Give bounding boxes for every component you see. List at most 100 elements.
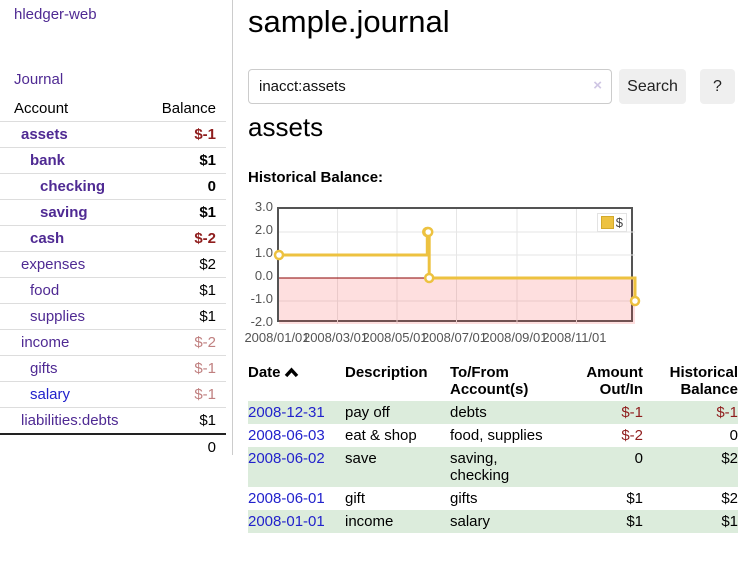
account-table-header-row: Account Balance	[0, 96, 226, 122]
sort-ascending-icon	[284, 365, 299, 382]
search-input[interactable]	[248, 69, 612, 104]
balance-column-header: Balance	[161, 100, 216, 117]
transaction-date-link[interactable]: 2008-06-01	[248, 490, 325, 507]
account-balance: $1	[199, 412, 216, 429]
transaction-description: eat & shop	[345, 427, 417, 444]
tofrom-header-line1: To/From	[450, 364, 509, 381]
transaction-amount: $-2	[621, 427, 643, 444]
chart-plot: $	[273, 207, 641, 324]
account-balance: $-2	[194, 230, 216, 247]
account-row-checking: checking 0	[0, 173, 226, 200]
transaction-amount: $-1	[568, 401, 643, 424]
sidebar: hledger-web Journal Account Balance asse…	[0, 0, 233, 456]
transaction-description: gift	[345, 490, 366, 507]
accounts-total-balance: 0	[207, 439, 216, 456]
account-balance: $1	[199, 152, 216, 169]
account-link-cash[interactable]: cash	[30, 230, 65, 247]
transaction-accounts: gifts	[450, 490, 478, 507]
x-axis-tick-label: 2008/01/01	[244, 330, 310, 345]
page-title: sample.journal	[248, 4, 450, 39]
register-row: 2008-01-01 income salary $1 $1	[248, 510, 738, 533]
register-row: 2008-06-01 gift gifts $1 $2	[248, 487, 738, 510]
hist-header-line1: Historical	[669, 364, 738, 381]
hist-header-line2: Balance	[680, 381, 738, 398]
chart-title: Historical Balance:	[248, 169, 384, 186]
account-row-salary: salary $-1	[0, 381, 226, 408]
balance-chart: $ 3.0 2.0 1.0 0.0 -1.0 -2.0 2008/01/01 2008/03/…	[244, 199, 742, 348]
account-row-food: food $1	[0, 277, 226, 304]
account-row-bank: bank $1	[0, 147, 226, 174]
account-link-saving[interactable]: saving	[40, 204, 88, 221]
account-row-assets: assets $-1	[0, 121, 226, 148]
account-balance: $-1	[194, 360, 216, 377]
transaction-date-link[interactable]: 2008-12-31	[248, 404, 325, 421]
y-axis-tick-label: -2.0	[250, 314, 273, 329]
transaction-description: save	[345, 447, 450, 487]
account-link-food[interactable]: food	[30, 282, 60, 299]
account-balance: $1	[199, 204, 216, 221]
description-header: Description	[345, 364, 428, 381]
account-link-salary[interactable]: salary	[30, 386, 71, 403]
transaction-balance: 0	[729, 427, 738, 444]
x-axis-tick-label: 2008/11/01	[542, 330, 607, 345]
account-balance: $-2	[194, 334, 216, 351]
clear-search-icon[interactable]: ×	[593, 77, 602, 94]
help-button[interactable]: ?	[700, 69, 735, 104]
search-input-wrap: ×	[248, 69, 612, 104]
amount-header-line1: Amount	[586, 364, 643, 381]
account-link-income[interactable]: income	[21, 334, 70, 351]
transaction-balance: $2	[721, 490, 738, 507]
transaction-date-link[interactable]: 2008-06-02	[248, 450, 325, 467]
chart-legend: $	[596, 213, 627, 232]
transaction-date-link[interactable]: 2008-06-03	[248, 427, 325, 444]
account-column-header: Account	[14, 100, 69, 117]
account-balance: 0	[207, 178, 216, 195]
transaction-amount: $1	[568, 510, 643, 533]
register-header-row: Date Description To/From Account(s) Amou…	[248, 361, 738, 401]
register-row: 2008-06-03 eat & shop food, supplies $-2…	[248, 424, 738, 447]
date-sort-header[interactable]: Date	[248, 361, 345, 401]
y-axis-tick-label: 3.0	[254, 199, 273, 214]
app-brand-link[interactable]: hledger-web	[14, 6, 97, 23]
current-account-heading: assets	[248, 112, 324, 142]
account-link-expenses[interactable]: expenses	[21, 256, 86, 273]
account-balance: $1	[199, 308, 216, 325]
x-axis-tick-label: 2008/07/01	[421, 330, 488, 345]
y-axis-tick-label: 0.0	[254, 268, 273, 283]
account-row-gifts: gifts $-1	[0, 355, 226, 382]
search-button[interactable]: Search	[619, 69, 686, 104]
transaction-amount: $1	[626, 490, 643, 507]
account-link-gifts[interactable]: gifts	[30, 360, 58, 377]
account-link-assets[interactable]: assets	[21, 126, 68, 143]
account-link-bank[interactable]: bank	[30, 152, 66, 169]
x-axis-tick-label: 2008/09/01	[482, 330, 548, 345]
account-row-supplies: supplies $1	[0, 303, 226, 330]
register-table: Date Description To/From Account(s) Amou…	[248, 361, 738, 533]
account-row-cash: cash $-2	[0, 225, 226, 252]
tofrom-header: To/From Account(s)	[450, 361, 568, 401]
transaction-accounts: salary	[450, 510, 568, 533]
legend-label: $	[615, 215, 623, 230]
amount-header: Amount Out/In	[568, 361, 643, 401]
transaction-accounts: food, supplies	[450, 427, 543, 444]
transaction-date-link[interactable]: 2008-01-01	[248, 513, 325, 530]
transaction-amount: 0	[568, 447, 643, 487]
historical-balance-header: Historical Balance	[643, 361, 738, 401]
transaction-description: income	[345, 510, 450, 533]
account-link-supplies[interactable]: supplies	[30, 308, 86, 325]
sidebar-item-journal[interactable]: Journal	[14, 71, 64, 88]
transaction-balance: $2	[643, 447, 738, 487]
transaction-balance: $1	[643, 510, 738, 533]
account-balance-table: Account Balance assets $-1 bank $1 check…	[0, 96, 226, 460]
account-total-row: 0	[0, 434, 226, 460]
account-link-liabilities-debts[interactable]: liabilities:debts	[21, 412, 119, 429]
account-row-liabilities-debts: liabilities:debts $1	[0, 407, 226, 435]
y-axis-tick-label: -1.0	[250, 291, 273, 306]
legend-swatch	[600, 216, 614, 229]
account-balance: $2	[199, 256, 216, 273]
tofrom-header-line2: Account(s)	[450, 381, 529, 398]
account-row-saving: saving $1	[0, 199, 226, 226]
account-link-checking[interactable]: checking	[40, 178, 106, 195]
transaction-accounts: saving, checking	[450, 447, 568, 487]
account-row-expenses: expenses $2	[0, 251, 226, 278]
